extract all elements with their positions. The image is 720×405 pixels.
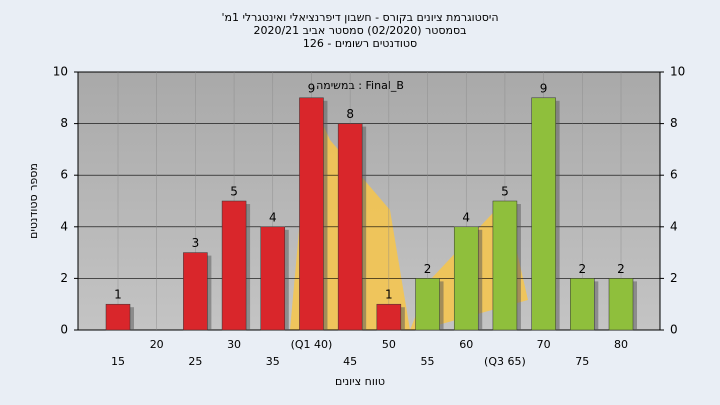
y-tick-label: 0 <box>60 323 68 337</box>
title-line: בסמסטר (02/2020) סמסטר אביב 2020/21 <box>253 24 466 37</box>
value-label: 8 <box>346 107 354 121</box>
y2-tick-label: 2 <box>670 271 678 285</box>
value-label: 2 <box>578 262 586 276</box>
bar <box>531 97 556 331</box>
bar <box>183 252 208 331</box>
x-axis-label: טווח ציונים <box>335 375 385 388</box>
y-tick-label: 4 <box>60 219 68 233</box>
y-axis-label: מספר סטודנטים <box>27 163 40 239</box>
value-label: 4 <box>269 210 277 224</box>
y-tick-label: 10 <box>53 65 68 79</box>
plot-border <box>77 71 661 331</box>
x-tick-label: 30 <box>227 338 241 351</box>
value-label: 9 <box>540 81 548 95</box>
value-label: 3 <box>192 236 200 250</box>
x-tick-label: 80 <box>614 338 628 351</box>
annotation: במשימה : Final_B <box>316 79 404 92</box>
bar <box>221 200 247 331</box>
bar <box>492 200 518 331</box>
x-tick-label: 45 <box>343 355 357 368</box>
value-label: 4 <box>462 210 470 224</box>
bar <box>299 97 324 331</box>
y2-tick-label: 8 <box>670 116 678 130</box>
bar <box>260 226 286 331</box>
y-tick-label: 8 <box>60 116 68 130</box>
value-label: 5 <box>501 185 509 199</box>
x-tick-label: 60 <box>459 338 473 351</box>
x-tick-label: 75 <box>575 355 589 368</box>
x-tick-label: 50 <box>382 338 396 351</box>
x-tick-label: 25 <box>188 355 202 368</box>
title-line: 'היסטוגרמת ציונים בקורס - חשבון דיפרנציא… <box>221 11 498 24</box>
bar <box>608 278 634 331</box>
bar <box>570 278 595 331</box>
y2-tick-label: 6 <box>670 168 678 182</box>
x-tick-label: 15 <box>111 355 125 368</box>
y-tick-label: 6 <box>60 168 68 182</box>
bar <box>376 303 402 331</box>
bar <box>453 226 479 331</box>
value-label: 2 <box>424 262 432 276</box>
x-tick-label: (Q3 65) <box>484 355 526 368</box>
value-label: 9 <box>308 81 316 95</box>
x-tick-label: (Q1 40) <box>291 338 333 351</box>
bar <box>415 278 440 331</box>
x-tick-label: 20 <box>150 338 164 351</box>
x-tick-label: 55 <box>421 355 435 368</box>
value-label: 1 <box>114 288 122 302</box>
bar <box>337 123 363 331</box>
value-label: 1 <box>385 288 393 302</box>
bar <box>105 303 131 331</box>
x-tick-label: 70 <box>537 338 551 351</box>
y-tick-label: 2 <box>60 271 68 285</box>
title-line: סטודנטים רשומים - 126 <box>303 37 417 50</box>
value-label: 2 <box>617 262 625 276</box>
y2-tick-label: 10 <box>670 65 685 79</box>
y2-tick-label: 0 <box>670 323 678 337</box>
x-tick-label: 35 <box>266 355 280 368</box>
y2-tick-label: 4 <box>670 219 678 233</box>
value-label: 5 <box>230 185 238 199</box>
